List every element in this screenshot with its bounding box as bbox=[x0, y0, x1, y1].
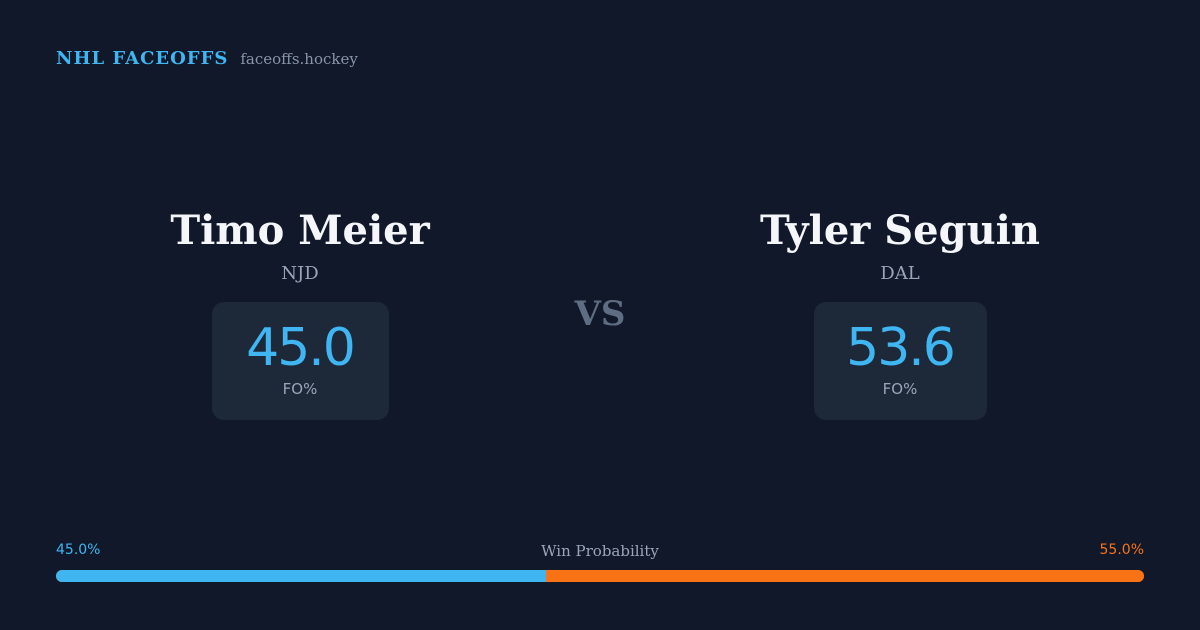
win-probability-bar bbox=[56, 570, 1144, 582]
player-name-right: Tyler Seguin bbox=[760, 207, 1040, 254]
stat-label-left: FO% bbox=[282, 380, 318, 398]
faceoff-percentage-right: 53.6 bbox=[846, 318, 956, 378]
brand-name[interactable]: NHL FACEOFFS bbox=[56, 48, 229, 69]
player-card-left: Timo Meier NJD 45.0 FO% bbox=[100, 205, 500, 420]
faceoff-percentage-left: 45.0 bbox=[246, 318, 356, 378]
win-probability-left: 45.0% bbox=[56, 542, 101, 558]
stat-label-right: FO% bbox=[882, 380, 918, 398]
stat-box-right: 53.6 FO% bbox=[813, 302, 987, 420]
stat-box-left: 45.0 FO% bbox=[211, 302, 389, 420]
team-abbr-right: DAL bbox=[880, 263, 920, 284]
team-abbr-left: NJD bbox=[281, 263, 319, 284]
player-card-right: Tyler Seguin DAL 53.6 FO% bbox=[700, 205, 1100, 420]
brand-url[interactable]: faceoffs.hockey bbox=[240, 50, 358, 68]
brand-header: NHL FACEOFFS faceoffs.hockey bbox=[56, 48, 358, 69]
win-probability-labels: 45.0% Win Probability 55.0% bbox=[56, 542, 1144, 562]
player-name-left: Timo Meier bbox=[170, 207, 430, 254]
win-probability-right: 55.0% bbox=[1099, 542, 1144, 558]
versus-label: VS bbox=[574, 294, 626, 334]
win-probability-title: Win Probability bbox=[541, 542, 659, 560]
win-probability-bar-left bbox=[56, 570, 546, 582]
win-probability-bar-right bbox=[545, 570, 1144, 582]
